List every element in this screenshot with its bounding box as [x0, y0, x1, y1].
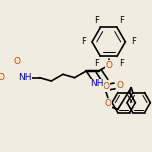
Text: F: F [94, 59, 99, 68]
Text: O: O [117, 81, 124, 90]
Text: NH: NH [90, 79, 104, 88]
Text: O: O [104, 99, 111, 108]
Text: F: F [119, 59, 124, 68]
Text: O: O [105, 61, 112, 70]
Text: F: F [131, 37, 136, 46]
Text: O: O [0, 73, 5, 82]
Text: F: F [81, 37, 86, 46]
Text: F: F [119, 16, 124, 25]
Text: O: O [14, 57, 21, 66]
Text: F: F [94, 16, 99, 25]
Text: O: O [103, 82, 110, 91]
Text: NH: NH [18, 73, 31, 82]
